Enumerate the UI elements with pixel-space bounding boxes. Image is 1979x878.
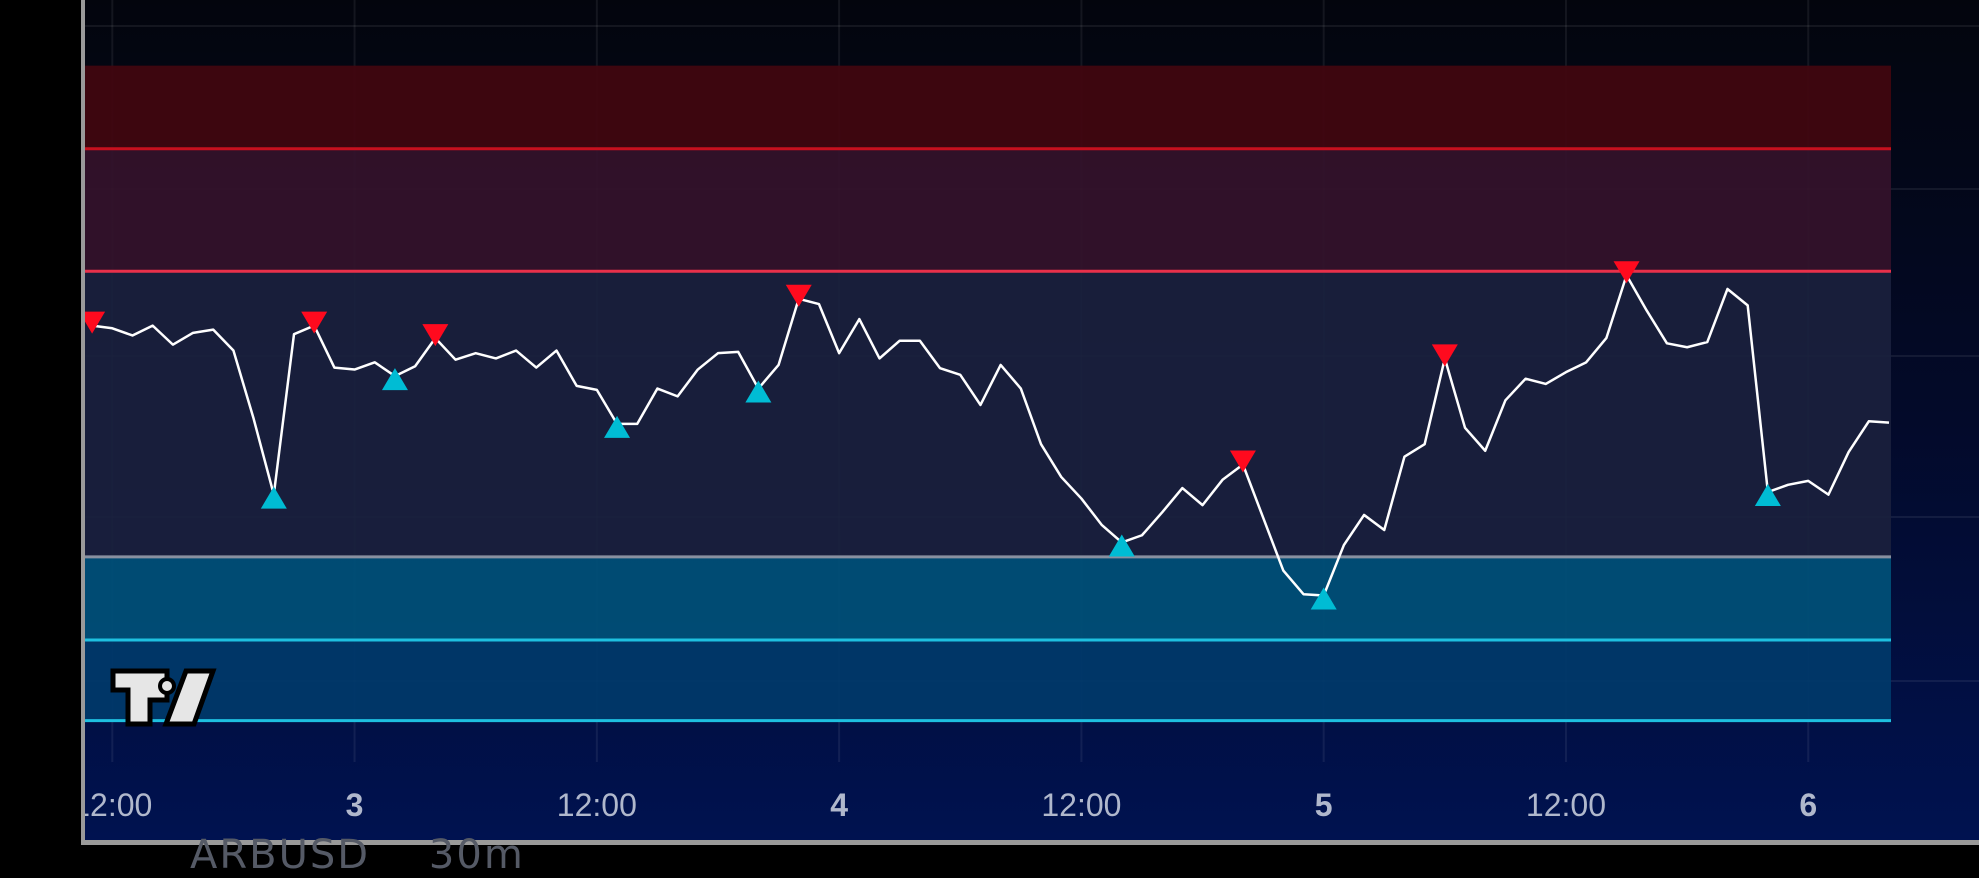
x-tick-label: 3 xyxy=(346,787,364,823)
x-tick-label: 4 xyxy=(830,787,848,823)
sell-signal-marker xyxy=(1431,344,1458,367)
buy-signal-marker xyxy=(604,415,631,438)
sell-signal-marker xyxy=(79,311,106,334)
level-band xyxy=(84,556,1891,641)
sell-signal-marker xyxy=(301,311,328,334)
buy-signal-marker xyxy=(1310,587,1337,610)
x-tick-label: 12:00 xyxy=(557,787,637,823)
signal-markers xyxy=(79,261,1781,610)
x-tick-label: 12:00 xyxy=(72,787,152,823)
buy-signal-marker xyxy=(1754,484,1781,507)
buy-signal-marker xyxy=(381,368,408,391)
sell-signal-marker xyxy=(422,324,449,347)
x-tick-label: 12:00 xyxy=(1526,787,1606,823)
level-band xyxy=(84,148,1891,272)
symbol-caption: ARBUSD 30m xyxy=(190,832,525,878)
oscillator-chart[interactable]: 12:00 3 12:00 4 12:00 5 12:00 6 xyxy=(0,0,1979,858)
x-axis: 12:00 3 12:00 4 12:00 5 12:00 6 xyxy=(72,787,1817,823)
level-band xyxy=(84,640,1891,721)
frame-bottom-border xyxy=(81,840,1979,845)
frame-outside xyxy=(0,0,81,858)
sell-signal-marker xyxy=(1613,261,1640,284)
sell-signal-marker xyxy=(1229,450,1256,473)
x-tick-label: 5 xyxy=(1315,787,1333,823)
x-tick-label: 6 xyxy=(1799,787,1817,823)
buy-signal-marker xyxy=(1108,534,1135,557)
level-bands xyxy=(84,65,1891,723)
level-band xyxy=(84,271,1891,557)
frame-left-border xyxy=(81,0,85,845)
level-band xyxy=(84,65,1891,149)
buy-signal-marker xyxy=(745,380,772,403)
buy-signal-marker xyxy=(260,486,287,509)
tradingview-logo xyxy=(110,668,217,727)
x-tick-label: 12:00 xyxy=(1041,787,1121,823)
sell-signal-marker xyxy=(785,284,812,307)
frame-outside-bottom xyxy=(81,845,1979,858)
